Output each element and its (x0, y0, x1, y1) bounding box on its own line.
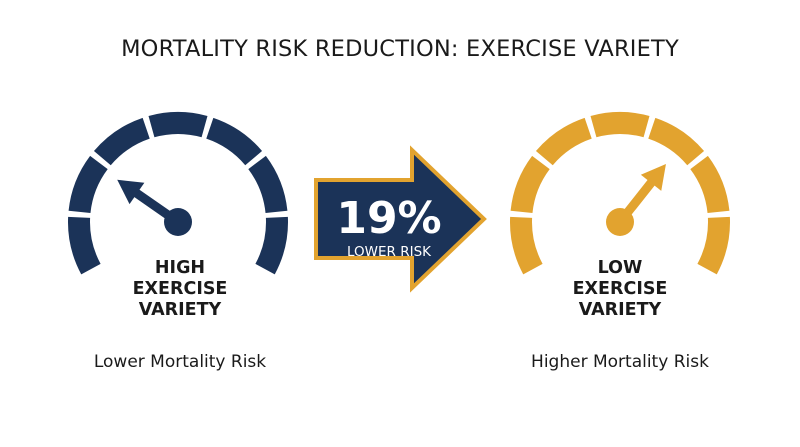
gauge-segment (148, 111, 208, 138)
gauge-segment (93, 117, 150, 166)
gauge-segment (248, 155, 288, 213)
gauge-needle-head-low (640, 164, 666, 191)
page-title: MORTALITY RISK REDUCTION: EXERCISE VARIE… (121, 36, 679, 62)
gauge-segment (509, 216, 543, 275)
gauge-label-low-line-3: VARIETY (578, 300, 662, 320)
caption-higher-risk: Higher Mortality Risk (531, 352, 709, 372)
gauge-label-low-line-1: LOW (597, 258, 643, 278)
gauge-segment (690, 155, 730, 213)
gauge-segment (648, 117, 705, 166)
gauge-segments-high (67, 111, 289, 275)
risk-reduction-value: 19% (336, 193, 442, 244)
gauge-segment (510, 155, 550, 213)
gauge-low-variety (509, 111, 731, 275)
gauge-hub-high (164, 208, 192, 236)
gauge-needle-head-high (117, 179, 145, 205)
gauge-segment (590, 111, 650, 138)
gauge-label-low: LOW EXERCISE VARIETY (545, 258, 695, 321)
risk-reduction-label: LOWER RISK (347, 244, 431, 260)
gauge-label-low-line-2: EXERCISE (572, 279, 668, 299)
gauge-label-high-line-3: VARIETY (138, 300, 222, 320)
gauge-segment (67, 216, 101, 275)
gauge-label-high: HIGH EXERCISE VARIETY (105, 258, 255, 321)
gauge-segment (68, 155, 108, 213)
gauge-segment (697, 216, 731, 275)
gauge-segment (255, 216, 289, 275)
gauge-high-variety (67, 111, 289, 275)
gauge-label-high-line-1: HIGH (154, 258, 206, 278)
gauge-segments-low (509, 111, 731, 275)
gauge-segment (535, 117, 592, 166)
gauge-label-high-line-2: EXERCISE (132, 279, 228, 299)
risk-arrow (314, 145, 487, 293)
gauge-segment (206, 117, 263, 166)
caption-lower-risk: Lower Mortality Risk (93, 352, 267, 372)
gauge-hub-low (606, 208, 634, 236)
